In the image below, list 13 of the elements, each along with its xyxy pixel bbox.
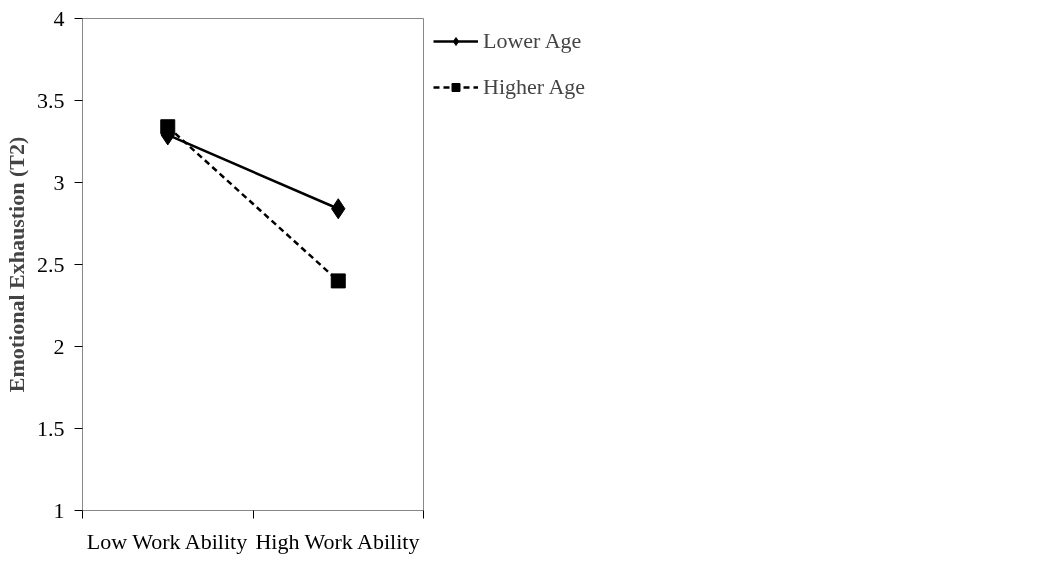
y-axis-title: Emotional Exhaustion (T2)	[4, 136, 29, 393]
y-tick-label: 3.5	[37, 87, 65, 113]
y-tick-label: 2.5	[37, 251, 65, 277]
y-tick-label: 1.5	[37, 415, 65, 441]
y-tick-label: 3	[53, 169, 65, 195]
y-tick-label: 1	[53, 497, 65, 523]
y-tick-label: 2	[53, 333, 65, 359]
legend-label: Higher Age	[483, 74, 586, 100]
x-tick-label: High Work Ability	[255, 528, 420, 554]
x-tick-label: Low Work Ability	[86, 528, 248, 554]
legend-label: Lower Age	[483, 28, 582, 54]
point	[330, 273, 346, 289]
y-tick-label: 4	[53, 5, 65, 31]
